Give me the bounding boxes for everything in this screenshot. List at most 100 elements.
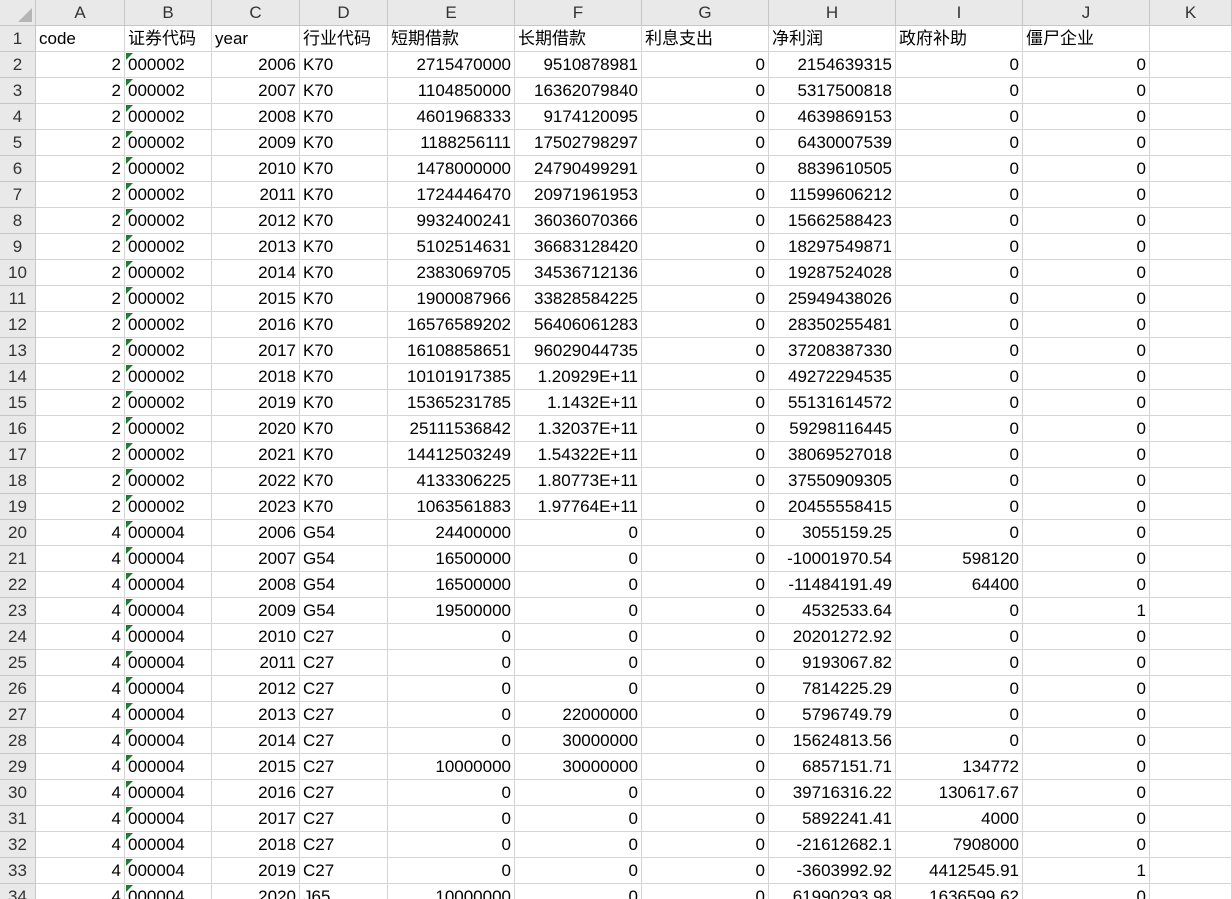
cell[interactable]: 4 — [36, 650, 125, 676]
cell[interactable]: 2383069705 — [388, 260, 515, 286]
cell[interactable]: 0 — [642, 780, 769, 806]
cell[interactable]: C27 — [300, 650, 388, 676]
cell[interactable]: 6430007539 — [769, 130, 896, 156]
cell[interactable]: 0 — [1023, 78, 1150, 104]
cell[interactable]: 0 — [1023, 390, 1150, 416]
cell[interactable]: 2008 — [212, 104, 300, 130]
row-header[interactable]: 18 — [0, 468, 36, 494]
cell[interactable]: C27 — [300, 754, 388, 780]
cell[interactable] — [1150, 858, 1232, 884]
cell[interactable]: 僵尸企业 — [1023, 26, 1150, 52]
row-header[interactable]: 1 — [0, 26, 36, 52]
cell[interactable]: 2007 — [212, 546, 300, 572]
cell[interactable]: 000002 — [125, 52, 212, 78]
cell[interactable]: 000002 — [125, 364, 212, 390]
cell[interactable]: 0 — [1023, 104, 1150, 130]
cell[interactable]: 96029044735 — [515, 338, 642, 364]
row-header[interactable]: 19 — [0, 494, 36, 520]
cell[interactable]: C27 — [300, 702, 388, 728]
cell[interactable]: 000002 — [125, 78, 212, 104]
cell[interactable]: 37550909305 — [769, 468, 896, 494]
cell[interactable]: 1724446470 — [388, 182, 515, 208]
cell[interactable]: 0 — [1023, 156, 1150, 182]
cell[interactable]: 25949438026 — [769, 286, 896, 312]
cell[interactable]: 11599606212 — [769, 182, 896, 208]
cell[interactable]: 4412545.91 — [896, 858, 1023, 884]
cell[interactable]: 000002 — [125, 338, 212, 364]
cell[interactable]: 000002 — [125, 312, 212, 338]
cell[interactable]: 2011 — [212, 182, 300, 208]
row-header[interactable]: 9 — [0, 234, 36, 260]
cell[interactable]: 25111536842 — [388, 416, 515, 442]
cell[interactable]: 2015 — [212, 754, 300, 780]
cell[interactable]: 0 — [896, 676, 1023, 702]
cell[interactable] — [1150, 832, 1232, 858]
cell[interactable]: 2018 — [212, 832, 300, 858]
cell[interactable]: 4 — [36, 806, 125, 832]
cell[interactable]: 0 — [388, 728, 515, 754]
cell[interactable]: K70 — [300, 364, 388, 390]
cell[interactable]: 2010 — [212, 156, 300, 182]
cell[interactable]: 16108858651 — [388, 338, 515, 364]
cell[interactable]: 0 — [642, 884, 769, 899]
column-header[interactable]: C — [212, 0, 300, 26]
cell[interactable]: K70 — [300, 338, 388, 364]
cell[interactable] — [1150, 260, 1232, 286]
row-header[interactable]: 2 — [0, 52, 36, 78]
cell[interactable]: 0 — [642, 572, 769, 598]
cell[interactable]: -3603992.92 — [769, 858, 896, 884]
row-header[interactable]: 10 — [0, 260, 36, 286]
cell[interactable]: K70 — [300, 52, 388, 78]
cell[interactable]: 2017 — [212, 338, 300, 364]
cell[interactable]: 2 — [36, 208, 125, 234]
cell[interactable]: 0 — [642, 754, 769, 780]
cell[interactable]: 2 — [36, 312, 125, 338]
row-header[interactable]: 25 — [0, 650, 36, 676]
cell[interactable]: 0 — [896, 130, 1023, 156]
cell[interactable]: 1900087966 — [388, 286, 515, 312]
row-header[interactable]: 28 — [0, 728, 36, 754]
cell[interactable]: 0 — [896, 312, 1023, 338]
cell[interactable]: 000004 — [125, 650, 212, 676]
cell[interactable]: 0 — [1023, 364, 1150, 390]
cell[interactable]: 1063561883 — [388, 494, 515, 520]
row-header[interactable]: 15 — [0, 390, 36, 416]
cell[interactable]: 2 — [36, 390, 125, 416]
cell[interactable]: 4 — [36, 884, 125, 899]
cell[interactable]: 2 — [36, 338, 125, 364]
cell[interactable]: 4000 — [896, 806, 1023, 832]
cell[interactable]: 2012 — [212, 676, 300, 702]
column-header[interactable]: G — [642, 0, 769, 26]
cell[interactable]: 16362079840 — [515, 78, 642, 104]
column-header[interactable]: A — [36, 0, 125, 26]
cell[interactable]: 1.1432E+11 — [515, 390, 642, 416]
column-header[interactable]: K — [1150, 0, 1232, 26]
cell[interactable]: 5102514631 — [388, 234, 515, 260]
cell[interactable] — [1150, 650, 1232, 676]
cell[interactable]: 33828584225 — [515, 286, 642, 312]
cell[interactable]: 2020 — [212, 416, 300, 442]
column-header[interactable]: I — [896, 0, 1023, 26]
cell[interactable]: 15365231785 — [388, 390, 515, 416]
cell[interactable]: G54 — [300, 546, 388, 572]
cell[interactable]: 2010 — [212, 624, 300, 650]
cell[interactable]: 5892241.41 — [769, 806, 896, 832]
cell[interactable] — [1150, 676, 1232, 702]
cell[interactable]: 2 — [36, 52, 125, 78]
cell[interactable] — [1150, 624, 1232, 650]
cell[interactable]: 2009 — [212, 130, 300, 156]
cell[interactable]: C27 — [300, 806, 388, 832]
cell[interactable]: 000002 — [125, 468, 212, 494]
cell[interactable]: K70 — [300, 390, 388, 416]
cell[interactable]: 0 — [1023, 728, 1150, 754]
cell[interactable] — [1150, 780, 1232, 806]
cell[interactable]: K70 — [300, 130, 388, 156]
cell[interactable]: 0 — [896, 624, 1023, 650]
cell[interactable]: K70 — [300, 286, 388, 312]
row-header[interactable]: 14 — [0, 364, 36, 390]
cell[interactable]: 000004 — [125, 780, 212, 806]
cell[interactable]: 2 — [36, 364, 125, 390]
cell[interactable]: 0 — [1023, 234, 1150, 260]
cell[interactable]: 000002 — [125, 182, 212, 208]
cell[interactable]: year — [212, 26, 300, 52]
